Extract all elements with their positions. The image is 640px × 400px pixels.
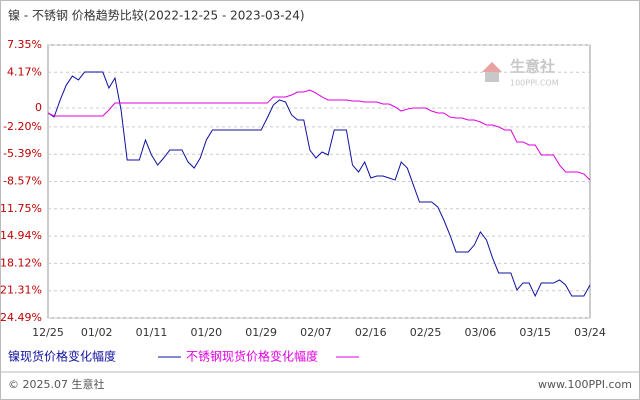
y-tick-label: -11.75% xyxy=(0,202,42,215)
x-tick-label: 01/20 xyxy=(190,326,222,339)
legend-label: 不锈钢现货价格变化幅度 xyxy=(186,349,318,364)
x-tick-label: 01/29 xyxy=(245,326,277,339)
y-tick-label: -5.39% xyxy=(3,147,42,160)
series-line xyxy=(47,89,591,181)
watermark-icon xyxy=(482,62,502,72)
x-tick-label: 03/06 xyxy=(465,326,497,339)
y-tick-label: 4.17% xyxy=(7,65,42,78)
series-line xyxy=(47,71,591,298)
y-tick-label: -24.49% xyxy=(0,311,42,324)
legend-label: 镍现货价格变化幅度 xyxy=(8,349,116,364)
y-tick-label: -18.12% xyxy=(0,256,42,269)
y-tick-label: -21.31% xyxy=(0,284,42,297)
x-tick-label: 03/15 xyxy=(519,326,551,339)
watermark-text: 100PPI.COM xyxy=(510,79,559,88)
footer-left: © 2025.07 生意社 xyxy=(8,377,104,391)
watermark: 生意社 100PPI.COM xyxy=(482,58,559,88)
y-tick-label: 0 xyxy=(35,101,42,114)
y-tick-label: -14.94% xyxy=(0,229,42,242)
chart-title: 镍 - 不锈钢 价格趋势比较(2022-12-25 - 2023-03-24) xyxy=(8,8,305,23)
x-tick-label: 01/02 xyxy=(81,326,113,339)
watermark-text: 生意社 xyxy=(510,58,555,76)
y-tick-label: 7.35% xyxy=(7,38,42,51)
x-tick-label: 03/24 xyxy=(574,326,606,339)
footer-right: www.100PPI.com xyxy=(538,378,632,391)
x-tick-label: 01/11 xyxy=(136,326,168,339)
x-tick-label: 02/07 xyxy=(300,326,332,339)
x-tick-label: 02/25 xyxy=(410,326,442,339)
x-tick-label: 02/16 xyxy=(355,326,387,339)
y-tick-label: -8.57% xyxy=(3,175,42,188)
x-tick-label: 12/25 xyxy=(32,326,64,339)
y-tick-label: -2.20% xyxy=(3,120,42,133)
watermark-icon xyxy=(485,72,499,82)
